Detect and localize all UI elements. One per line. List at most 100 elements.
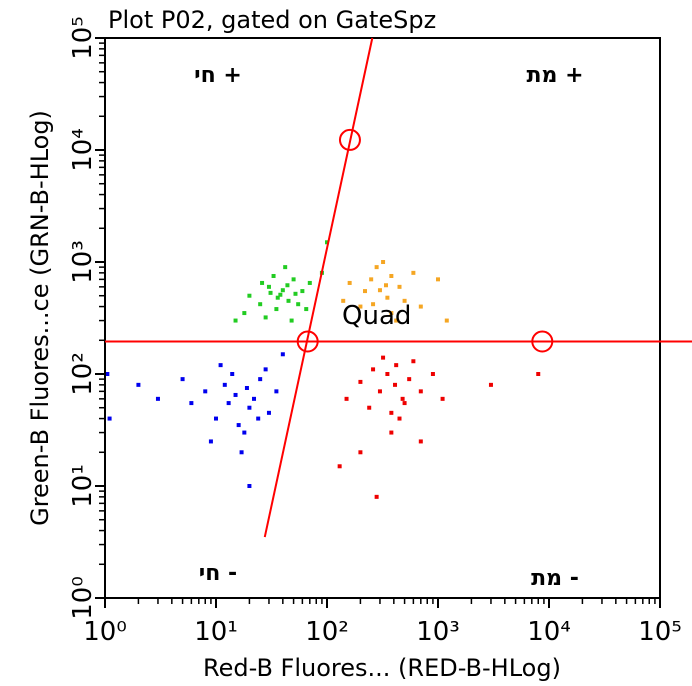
point (274, 307, 279, 312)
point (230, 372, 235, 376)
quadrant-label: מת + (526, 63, 583, 88)
point (385, 372, 390, 376)
point (263, 315, 268, 320)
point (304, 307, 309, 312)
point (256, 416, 261, 421)
point (389, 430, 394, 435)
point (407, 377, 412, 382)
point (266, 284, 271, 289)
point (105, 372, 110, 376)
point (358, 304, 363, 309)
point (293, 291, 298, 296)
point (268, 290, 273, 295)
y-tick-label: 10⁴ (68, 128, 98, 172)
point (402, 298, 407, 303)
point (247, 405, 252, 410)
point (291, 277, 296, 282)
point (381, 355, 386, 360)
point (242, 311, 247, 316)
point (289, 318, 294, 323)
point (233, 392, 238, 397)
point (180, 377, 185, 382)
point (371, 367, 376, 372)
point (300, 289, 305, 294)
point (252, 396, 257, 401)
point (374, 265, 379, 270)
point (367, 405, 372, 410)
point (189, 401, 194, 406)
y-tick-label: 10⁰ (68, 576, 98, 620)
point (371, 302, 376, 307)
point (377, 288, 382, 293)
point (393, 382, 398, 387)
point (285, 283, 290, 288)
point (218, 363, 223, 368)
point (236, 423, 241, 428)
gate-handle (338, 128, 361, 151)
point (275, 295, 280, 300)
point (488, 382, 493, 387)
point (394, 363, 399, 368)
point (271, 273, 276, 278)
y-tick-label: 10¹ (68, 464, 98, 508)
point (440, 396, 445, 401)
y-tick-label: 10³ (68, 240, 98, 284)
x-tick-label: 10⁴ (527, 617, 571, 647)
point (239, 450, 244, 455)
point (266, 410, 271, 415)
gate-label: Quad (342, 301, 411, 331)
point (363, 289, 368, 294)
point (136, 382, 141, 387)
point (263, 367, 268, 372)
point (274, 389, 279, 394)
point (233, 318, 238, 323)
point (389, 273, 394, 278)
point (374, 494, 379, 499)
point (247, 293, 252, 298)
point (397, 284, 402, 289)
point (278, 292, 283, 297)
y-axis-label: Green-B Fluores...ce (GRN-B-HLog) (26, 110, 54, 526)
point (418, 389, 423, 394)
point (258, 377, 263, 382)
x-tick-label: 10⁵ (638, 617, 682, 647)
gate-handle (531, 330, 554, 353)
point (247, 484, 252, 488)
point (283, 265, 288, 270)
point (258, 302, 263, 307)
point (389, 410, 394, 415)
point (394, 318, 399, 323)
point (358, 450, 363, 455)
plot-frame (104, 37, 661, 599)
point (280, 352, 285, 357)
point (341, 298, 346, 303)
x-tick-label: 10³ (416, 617, 460, 647)
point (411, 359, 416, 364)
point (385, 295, 390, 300)
point (337, 464, 342, 469)
point (389, 311, 394, 316)
y-tick-label: 10⁵ (68, 16, 98, 60)
point (444, 318, 449, 323)
point (307, 280, 312, 285)
point (286, 298, 291, 303)
point (418, 304, 423, 309)
quadrant-label: חי - (199, 561, 237, 586)
point (107, 416, 112, 421)
point (383, 283, 388, 288)
point (203, 389, 208, 394)
point (377, 389, 382, 394)
y-tick-label: 10² (68, 352, 98, 396)
point (242, 430, 247, 435)
point (436, 277, 440, 282)
point (260, 280, 265, 285)
x-tick-label: 10¹ (194, 617, 238, 647)
point (400, 396, 405, 401)
point (344, 396, 349, 401)
point (208, 439, 213, 444)
point (155, 396, 160, 401)
x-tick-label: 10⁰ (83, 617, 127, 647)
point (411, 270, 416, 275)
point (358, 379, 363, 384)
